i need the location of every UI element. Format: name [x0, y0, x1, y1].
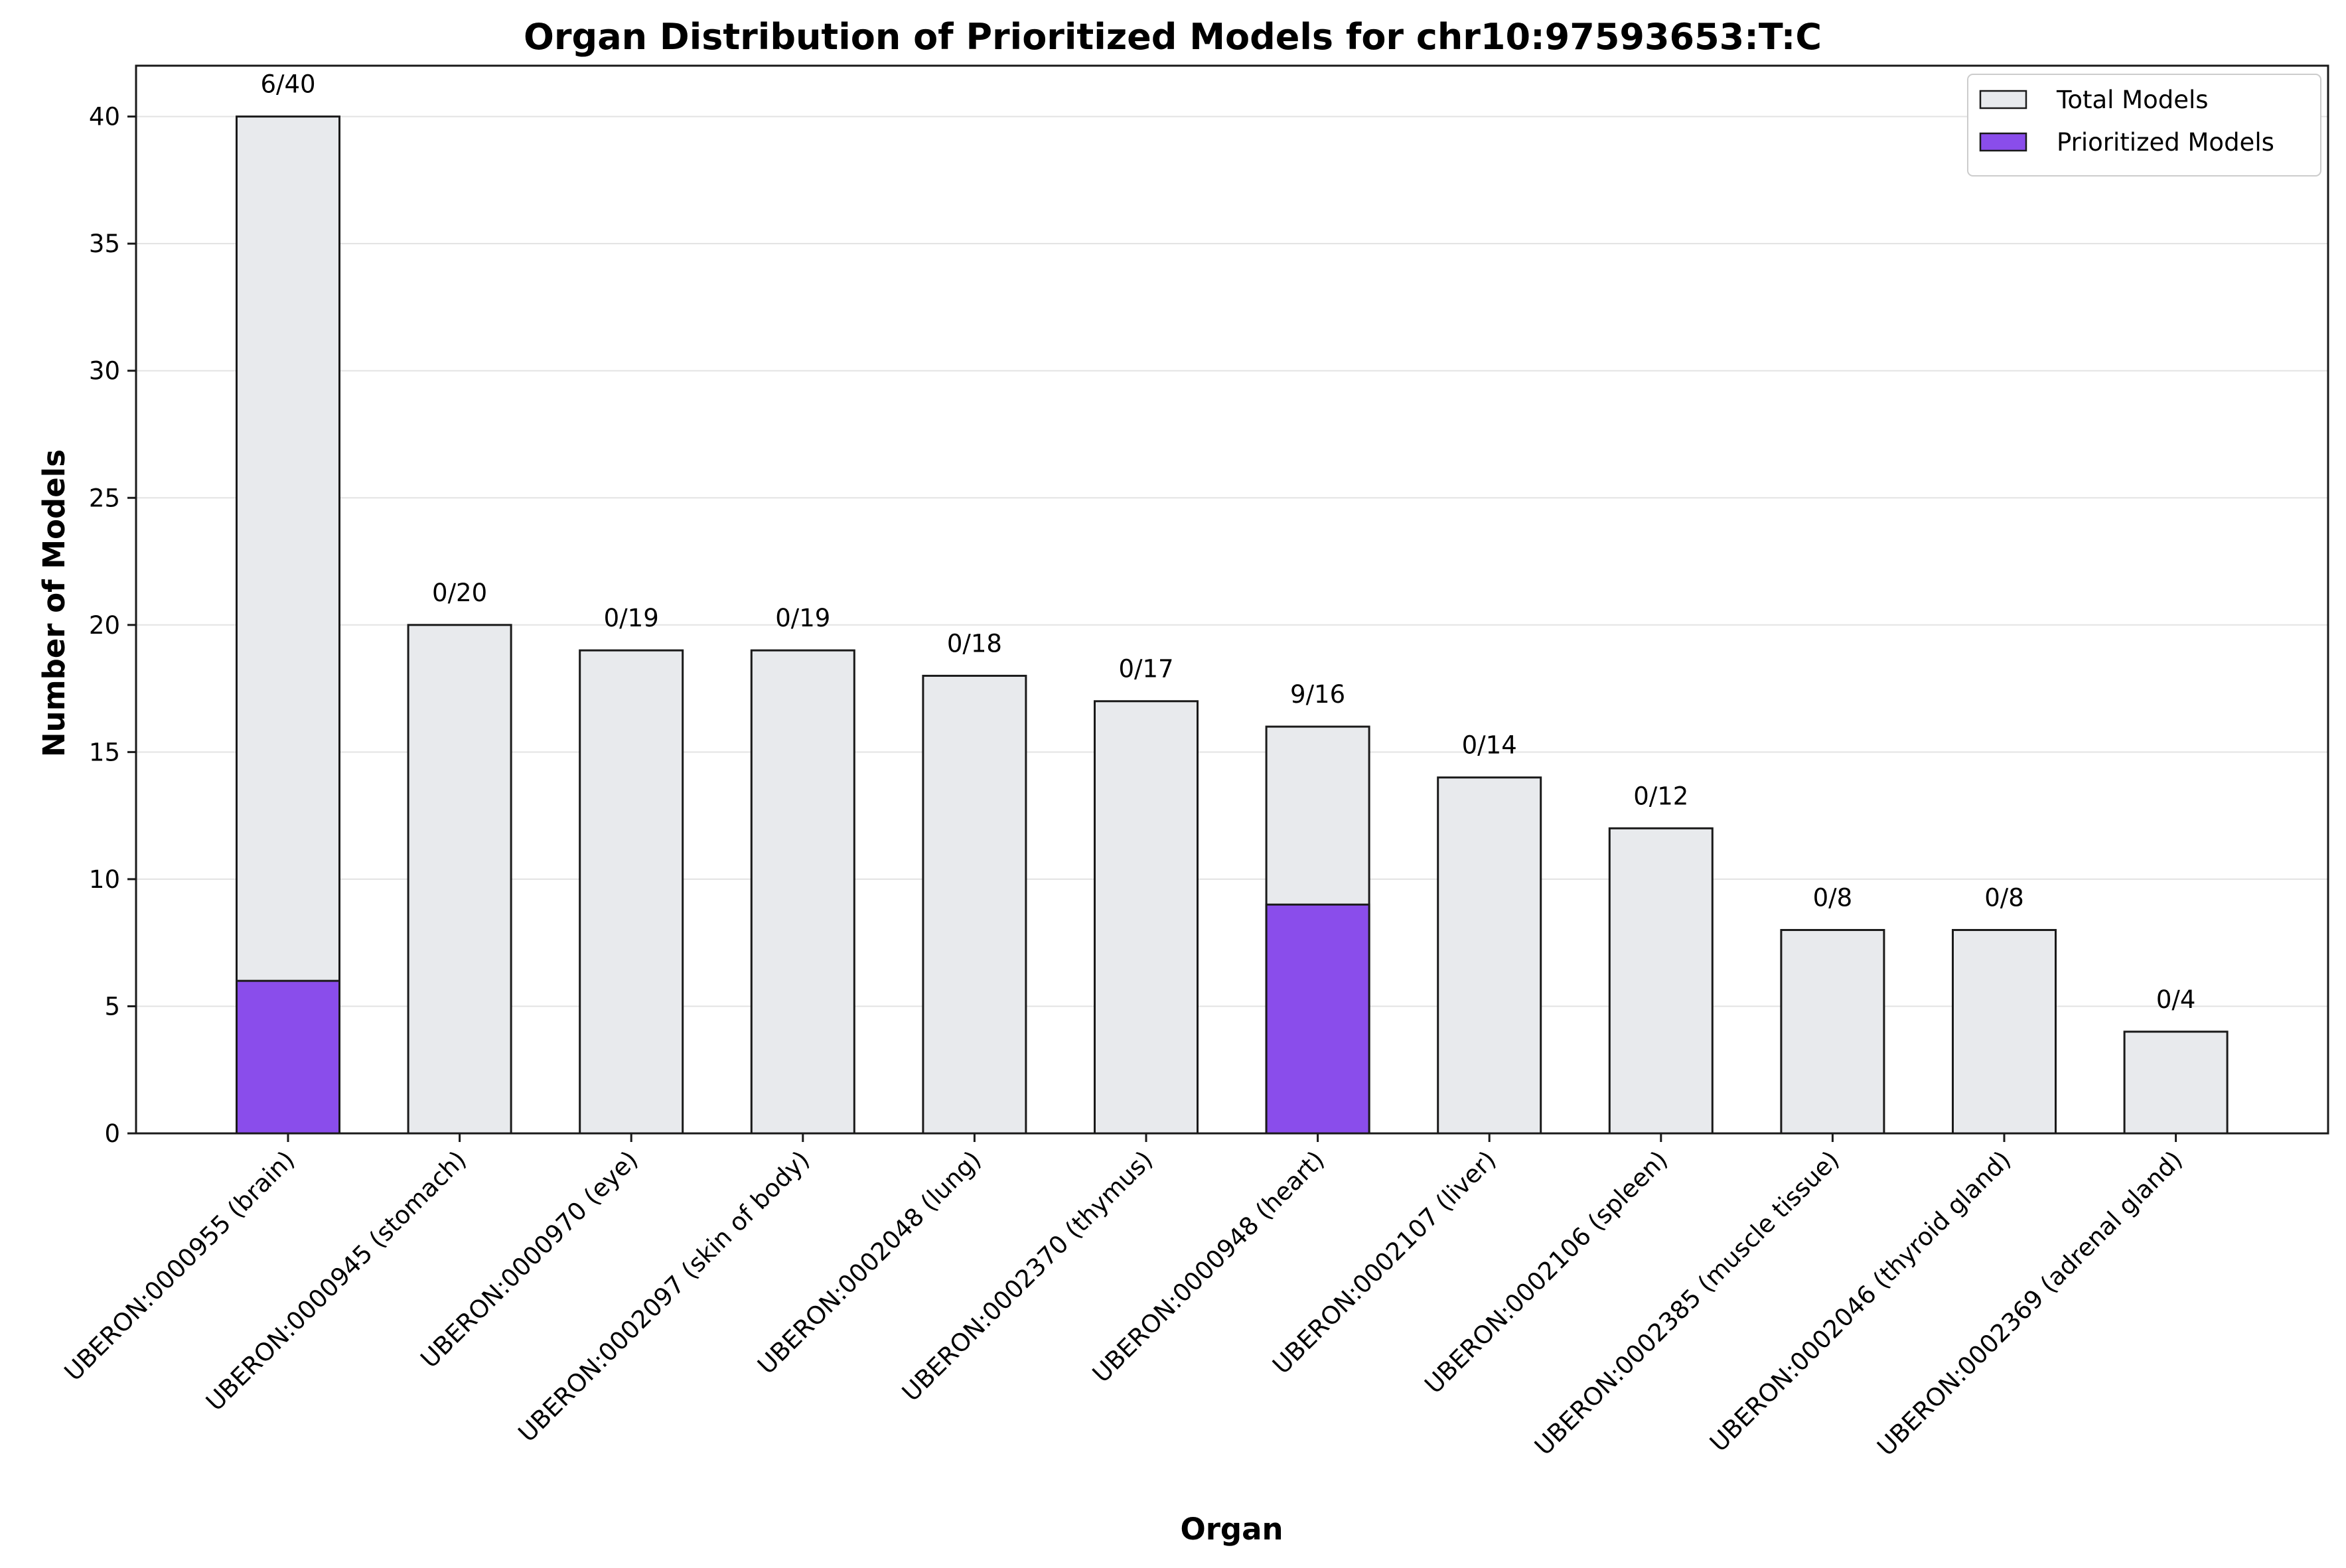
bar-total-models	[750, 649, 855, 1135]
x-axis-label: Organ	[1180, 1512, 1283, 1547]
y-tick-label: 5	[104, 992, 120, 1021]
y-tick-label: 40	[89, 103, 120, 131]
legend-swatch-prioritized-models	[1979, 132, 2027, 152]
y-tick-label: 15	[89, 738, 120, 766]
bar-total-models	[922, 674, 1027, 1135]
bar-data-label: 0/12	[1633, 782, 1688, 810]
y-tick-label: 0	[104, 1119, 120, 1148]
plot-frame	[135, 64, 2329, 1135]
bar-total-models	[1780, 929, 1885, 1135]
bar-data-label: 6/40	[260, 70, 315, 99]
y-tick-label: 30	[89, 357, 120, 386]
y-tick-label: 20	[89, 611, 120, 640]
legend-swatch-total-models	[1979, 90, 2027, 109]
bar-data-label: 0/17	[1118, 655, 1173, 683]
bar-total-models	[1952, 929, 2057, 1135]
bar-data-label: 0/8	[1984, 884, 2024, 912]
bar-data-label: 0/4	[2156, 985, 2196, 1014]
bar-total-models	[579, 649, 684, 1135]
bar-prioritized-models	[1265, 903, 1370, 1135]
bar-data-label: 9/16	[1290, 680, 1345, 709]
legend-label-total-models: Total Models	[2056, 86, 2209, 114]
bar-data-label: 0/19	[775, 604, 830, 632]
bar-total-models	[1608, 827, 1714, 1135]
bar-total-models	[1437, 776, 1542, 1135]
y-tick-label: 35	[89, 230, 120, 258]
y-tick-label: 10	[89, 865, 120, 894]
bars	[236, 115, 2229, 1135]
bar-data-label: 0/20	[432, 579, 487, 607]
y-axis-label: Number of Models	[37, 449, 72, 757]
y-axis-ticks: 0 5 10 15 20 25 30 35 40	[89, 103, 136, 1148]
data-labels: 6/40 0/20 0/19 0/19 0/18 0/17 9/16 0/14 0/12 0/8 0…	[260, 70, 2195, 1014]
y-tick-label: 25	[89, 484, 120, 512]
legend-label-prioritized-models: Prioritized Models	[2057, 128, 2274, 157]
bar-data-label: 0/18	[947, 629, 1002, 658]
bar-data-label: 0/19	[604, 604, 659, 632]
bar-total-models	[2123, 1031, 2229, 1135]
chart-title: Organ Distribution of Prioritized Models…	[524, 16, 1822, 58]
bar-data-label: 0/14	[1462, 731, 1517, 760]
bar-total-models	[407, 624, 512, 1135]
legend-frame	[1967, 74, 2321, 177]
bar-data-label: 0/8	[1813, 884, 1853, 912]
bar-total-models	[1094, 700, 1199, 1135]
legend: Total Models Prioritized Models	[1967, 74, 2321, 177]
bar-prioritized-models	[236, 979, 340, 1135]
bar-total-models	[236, 115, 340, 1135]
